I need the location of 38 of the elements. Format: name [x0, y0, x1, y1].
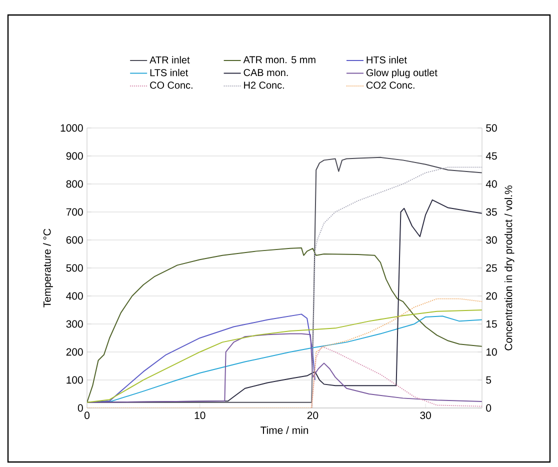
y2-tick-label: 40: [486, 180, 497, 188]
y-tick-label: 0: [78, 404, 83, 412]
y-tick-label: 1000: [60, 124, 83, 132]
legend-label: ATR inlet: [150, 56, 190, 64]
y2-tick-label: 5: [486, 376, 492, 384]
legend-label: LTS inlet: [150, 68, 188, 76]
y-tick-label: 300: [66, 320, 83, 328]
legend-label: HTS inlet: [366, 56, 407, 64]
x-tick-label: 10: [194, 412, 206, 420]
y-axis-title: Temperature / °C: [43, 228, 53, 308]
y2-tick-label: 20: [486, 292, 497, 300]
y-tick-label: 900: [66, 152, 83, 160]
x-axis-title: Time / min: [260, 426, 308, 434]
y2-tick-label: 30: [486, 236, 497, 244]
y-tick-label: 800: [66, 180, 83, 188]
x-tick-label: 20: [307, 412, 318, 420]
y-tick-label: 100: [66, 376, 83, 384]
y-tick-label: 500: [66, 264, 83, 272]
y-tick-label: 700: [66, 208, 83, 216]
legend-label: H2 Conc.: [244, 82, 284, 89]
y2-tick-label: 45: [486, 152, 497, 160]
x-tick-label: 0: [84, 412, 90, 420]
y-tick-label: 600: [66, 236, 83, 244]
legend-label: CO Conc.: [150, 82, 192, 89]
legend-label: CO2 Conc.: [366, 82, 414, 89]
legend-label: CAB mon.: [244, 69, 288, 76]
x-tick-label: 30: [420, 412, 431, 420]
legend-label: Glow plug outlet: [366, 68, 438, 78]
y2-tick-label: 25: [486, 264, 497, 272]
y2-tick-label: 35: [486, 208, 497, 216]
legend-label: ATR mon. 5 mm: [243, 56, 316, 64]
y2-tick-label: 15: [486, 320, 497, 328]
y2-tick-label: 10: [486, 348, 497, 356]
y-tick-label: 200: [66, 348, 83, 356]
y2-axis-title: Concentration in dry product / vol.%: [504, 186, 514, 350]
y2-tick-label: 0: [486, 404, 492, 412]
y-tick-label: 400: [66, 292, 83, 300]
y2-tick-label: 50: [486, 124, 497, 132]
